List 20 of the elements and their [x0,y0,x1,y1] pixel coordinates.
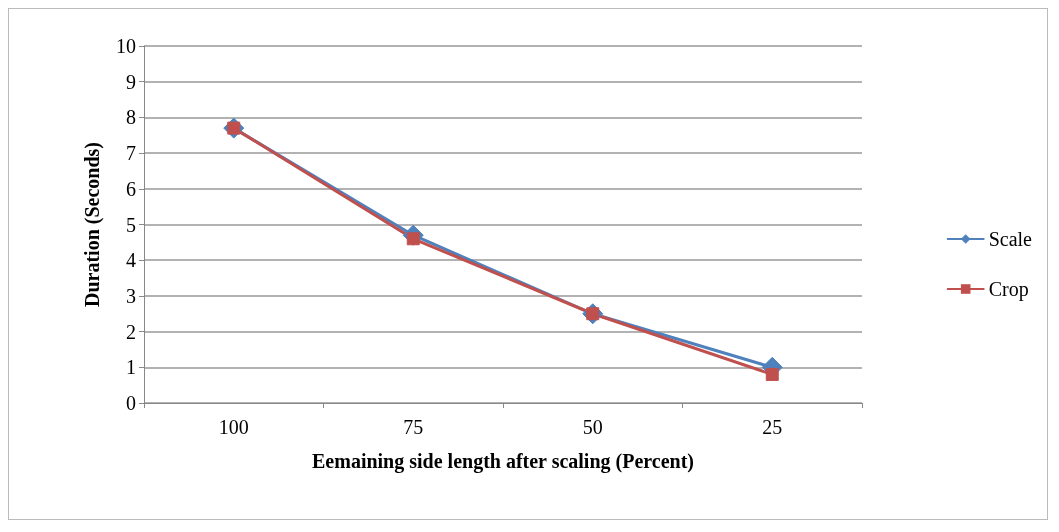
y-tick-label: 9 [126,70,136,93]
x-tick-label: 75 [403,416,424,438]
x-tick-label: 50 [582,416,603,438]
y-tick-label: 7 [126,142,136,165]
y-tick-label: 3 [126,284,136,307]
y-tick-label: 1 [126,356,136,379]
legend-label: Scale [988,228,1033,250]
point [765,367,779,381]
y-tick-label: 2 [126,320,136,343]
x-tick-label: 25 [762,416,783,438]
y-tick-label: 6 [126,177,136,200]
x-tick-label: 100 [218,416,249,438]
y-tick-label: 8 [126,106,136,129]
x-axis-title: Eemaining side length after scaling (Percent) [312,450,694,473]
legend-label: Crop [988,278,1029,301]
y-tick-label: 5 [126,213,136,236]
y-axis-title: Duration (Seconds) [81,141,104,308]
y-tick-label: 10 [116,35,136,57]
y-tick-label: 0 [126,392,136,414]
y-tick-label: 4 [126,249,136,272]
